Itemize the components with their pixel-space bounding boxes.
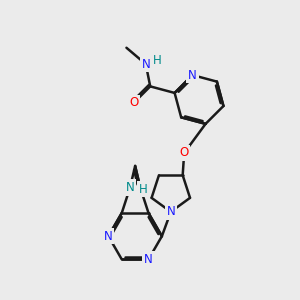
Text: O: O: [129, 96, 139, 109]
Text: N: N: [141, 58, 150, 70]
Text: N: N: [104, 230, 113, 243]
Text: N: N: [144, 253, 153, 266]
Text: H: H: [153, 54, 161, 67]
Text: N: N: [167, 205, 175, 218]
Text: O: O: [179, 146, 189, 160]
Text: H: H: [139, 183, 148, 196]
Text: N: N: [188, 69, 197, 82]
Text: N: N: [126, 181, 134, 194]
